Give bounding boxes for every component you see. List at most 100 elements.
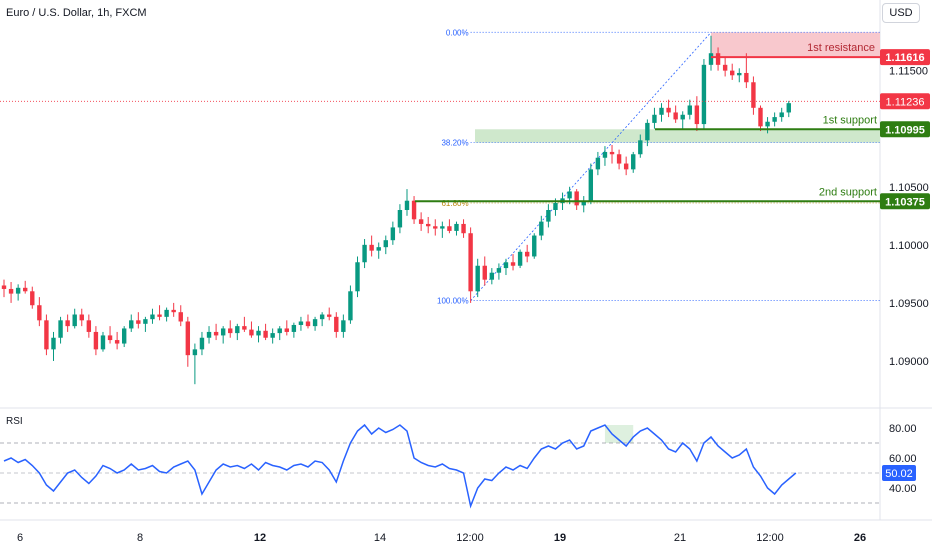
support-2-price: 1.10375	[885, 196, 925, 208]
resistance-label: 1st resistance	[807, 42, 875, 54]
candle-body	[150, 314, 155, 320]
candle-body	[567, 191, 572, 199]
candle-body	[263, 330, 268, 338]
time-tick-label: 19	[554, 532, 566, 544]
candle-body	[341, 320, 346, 332]
candle-body	[715, 53, 721, 65]
candle-body	[546, 210, 551, 222]
candle-body	[291, 324, 297, 332]
candle-body	[758, 107, 763, 127]
candle-body	[107, 335, 113, 341]
candle-body	[652, 114, 657, 123]
candle-body	[475, 265, 480, 292]
resistance-zone	[711, 32, 880, 58]
candle-body	[129, 320, 134, 329]
candle-body	[37, 305, 42, 321]
candle-body	[30, 291, 35, 306]
candle-body	[751, 82, 756, 108]
rsi-value: 50.02	[885, 468, 913, 480]
candle-body	[390, 227, 396, 241]
candle-body	[553, 203, 558, 210]
candle-body	[256, 330, 261, 336]
candle-body	[482, 265, 487, 280]
candle-body	[86, 320, 92, 332]
candle-body	[206, 331, 212, 338]
support-2-price-badge	[880, 193, 930, 210]
candle-body	[687, 105, 692, 115]
candle-body	[58, 320, 63, 338]
candle-body	[722, 64, 728, 71]
price-axis: 1.11500 1.10500 1.10000 1.09500 1.09000	[889, 66, 929, 368]
candle-body	[411, 200, 417, 220]
support-1-price-badge	[880, 121, 930, 138]
candle-body	[447, 226, 452, 231]
candle-body	[609, 151, 615, 155]
resistance-price-badge	[880, 49, 930, 66]
candle-body	[383, 240, 388, 248]
time-tick-label: 12	[254, 532, 266, 544]
time-tick-label: 14	[374, 532, 386, 544]
candle-body	[404, 200, 410, 210]
time-tick-label: 12:00	[756, 532, 784, 544]
candle-body	[23, 287, 28, 292]
candle-body	[369, 244, 374, 251]
candle-body	[93, 331, 99, 350]
resistance-price: 1.11616	[885, 52, 924, 64]
time-axis: 6 8 12 14 12:00 19 21 12:00 26	[17, 532, 866, 544]
candle-body	[312, 319, 318, 327]
candle-body	[362, 244, 367, 263]
candle-body	[171, 309, 176, 313]
candle-body	[136, 320, 141, 324]
rsi-value-badge	[882, 464, 916, 481]
candle-body	[737, 72, 742, 76]
candle-body	[730, 70, 735, 76]
candle-body	[468, 233, 473, 292]
price-tick-label: 1.09000	[889, 356, 929, 368]
rsi-line	[3, 423, 797, 509]
candle-body	[1, 285, 7, 289]
candle-body	[8, 288, 14, 294]
candle-body	[574, 191, 579, 206]
candle-body	[772, 117, 777, 122]
candle-body	[15, 287, 21, 294]
candle-body	[79, 314, 84, 321]
candle-body	[327, 314, 332, 317]
candle-body	[305, 321, 311, 327]
candle-body	[631, 154, 636, 170]
candle-body	[199, 337, 205, 350]
candle-body	[51, 337, 56, 350]
candle-body	[121, 328, 127, 344]
candle-body	[284, 328, 289, 332]
candle-body	[744, 72, 749, 83]
rsi-axis: 80.00 60.00 40.00	[889, 423, 917, 495]
current-price-badge	[880, 93, 930, 110]
rsi-label: RSI	[6, 416, 23, 427]
candle-body	[708, 53, 714, 65]
currency-button[interactable]: USD	[882, 3, 920, 23]
time-tick-label: 8	[137, 532, 143, 544]
candle-body	[242, 326, 247, 330]
candle-body	[701, 64, 707, 125]
candle-body	[616, 154, 622, 164]
candle-body	[164, 309, 169, 317]
candle-body	[334, 316, 339, 332]
candle-body	[72, 314, 77, 327]
candle-body	[157, 314, 162, 317]
time-tick-label: 12:00	[456, 532, 484, 544]
candles	[1, 35, 791, 385]
candle-body	[489, 272, 495, 280]
candle-body	[496, 268, 502, 273]
candle-body	[602, 151, 608, 158]
candle-body	[517, 251, 523, 266]
chart-title: Euro / U.S. Dollar, 1h, FXCM	[6, 7, 147, 19]
time-tick-label: 26	[854, 532, 866, 544]
candle-body	[397, 210, 403, 228]
candle-body	[100, 335, 106, 350]
time-tick-label: 21	[674, 532, 686, 544]
fib-level-label: 61.80%	[441, 199, 468, 208]
candle-body	[220, 328, 226, 336]
rsi-tick-label: 60.00	[889, 453, 917, 465]
support-2-label: 2nd support	[819, 186, 877, 198]
candle-body	[645, 122, 650, 141]
